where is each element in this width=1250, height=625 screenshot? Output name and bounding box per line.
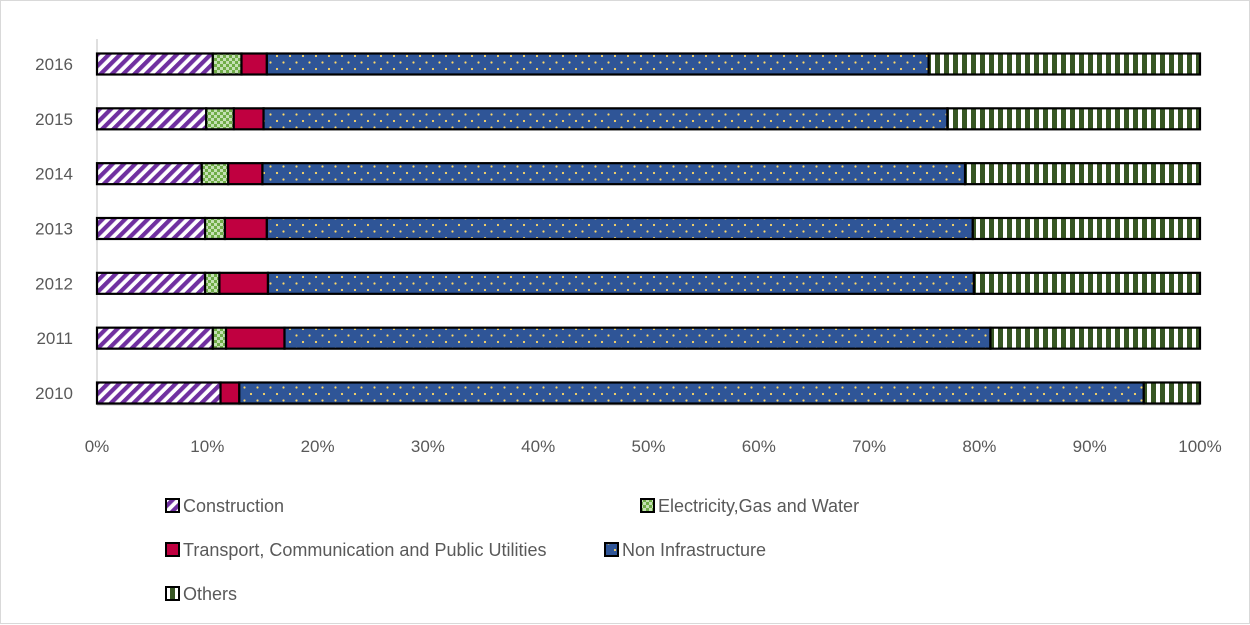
bar-segment bbox=[218, 271, 270, 295]
legend-label: Others bbox=[183, 584, 237, 604]
bar-segment bbox=[95, 162, 203, 186]
bar-segment bbox=[963, 162, 1202, 186]
bar-segment bbox=[223, 216, 268, 241]
legend-label: Construction bbox=[183, 496, 284, 516]
y-tick-label: 2015 bbox=[35, 110, 73, 129]
bar-segment bbox=[95, 381, 222, 405]
legend-swatch bbox=[165, 498, 180, 513]
bar-segment bbox=[95, 216, 207, 241]
x-tick-label: 40% bbox=[521, 437, 555, 456]
y-tick-label: 2013 bbox=[35, 220, 73, 239]
bar-segment bbox=[265, 52, 930, 76]
y-tick-label: 2010 bbox=[35, 384, 73, 403]
bar-segment bbox=[227, 162, 264, 186]
legend-label: Transport, Communication and Public Util… bbox=[183, 540, 546, 560]
bar-segment bbox=[283, 326, 992, 350]
x-tick-label: 30% bbox=[411, 437, 445, 456]
bar-segment bbox=[989, 326, 1202, 350]
x-tick-label: 0% bbox=[85, 437, 110, 456]
bar-segment bbox=[95, 52, 214, 76]
y-tick-label: 2016 bbox=[35, 55, 73, 74]
legend-swatch bbox=[604, 542, 619, 557]
bar-segment bbox=[95, 271, 207, 295]
x-tick-label: 20% bbox=[301, 437, 335, 456]
bar-segment bbox=[205, 107, 235, 131]
y-tick-label: 2011 bbox=[36, 329, 73, 348]
legend-label: Non Infrastructure bbox=[622, 540, 766, 560]
bar-segment bbox=[95, 107, 208, 131]
bar-segment bbox=[203, 216, 227, 241]
legend-swatch bbox=[165, 542, 180, 557]
bar-segment bbox=[261, 162, 967, 186]
bar-segment bbox=[265, 216, 974, 241]
x-tick-label: 90% bbox=[1073, 437, 1107, 456]
bar-segment bbox=[1142, 381, 1202, 405]
bar-segment bbox=[240, 52, 268, 76]
legend-swatch bbox=[640, 498, 655, 513]
bar-segment bbox=[203, 271, 221, 295]
legend-swatch bbox=[165, 586, 180, 601]
bar-segment bbox=[200, 162, 230, 186]
bar-segment bbox=[927, 52, 1202, 76]
bar-segment bbox=[266, 271, 975, 295]
bar-segment bbox=[211, 326, 228, 350]
bar-segment bbox=[95, 326, 214, 350]
bar-segment bbox=[238, 381, 1145, 405]
plot-area: 2010 2011 2012 2013 2014 2015 2016 0% 10% 20% 30% 4… bbox=[35, 39, 1222, 456]
y-tick-label: 2014 bbox=[35, 165, 73, 184]
bar-segment bbox=[972, 271, 1202, 295]
bar-segment bbox=[946, 107, 1202, 131]
x-tick-label: 10% bbox=[190, 437, 224, 456]
x-tick-label: 50% bbox=[631, 437, 665, 456]
bar-segment bbox=[224, 326, 286, 350]
x-tick-label: 100% bbox=[1178, 437, 1221, 456]
legend-label: Electricity,Gas and Water bbox=[658, 496, 859, 516]
bar-segment bbox=[211, 52, 243, 76]
x-tick-label: 80% bbox=[962, 437, 996, 456]
bar-segment bbox=[971, 216, 1202, 241]
bar-segment bbox=[219, 381, 241, 405]
bar-segment bbox=[232, 107, 265, 131]
x-tick-label: 60% bbox=[742, 437, 776, 456]
legend: Construction Electricity,Gas and Water Tra… bbox=[165, 496, 859, 604]
bar-segment bbox=[262, 107, 949, 131]
y-tick-label: 2012 bbox=[35, 274, 73, 293]
x-tick-label: 70% bbox=[852, 437, 886, 456]
